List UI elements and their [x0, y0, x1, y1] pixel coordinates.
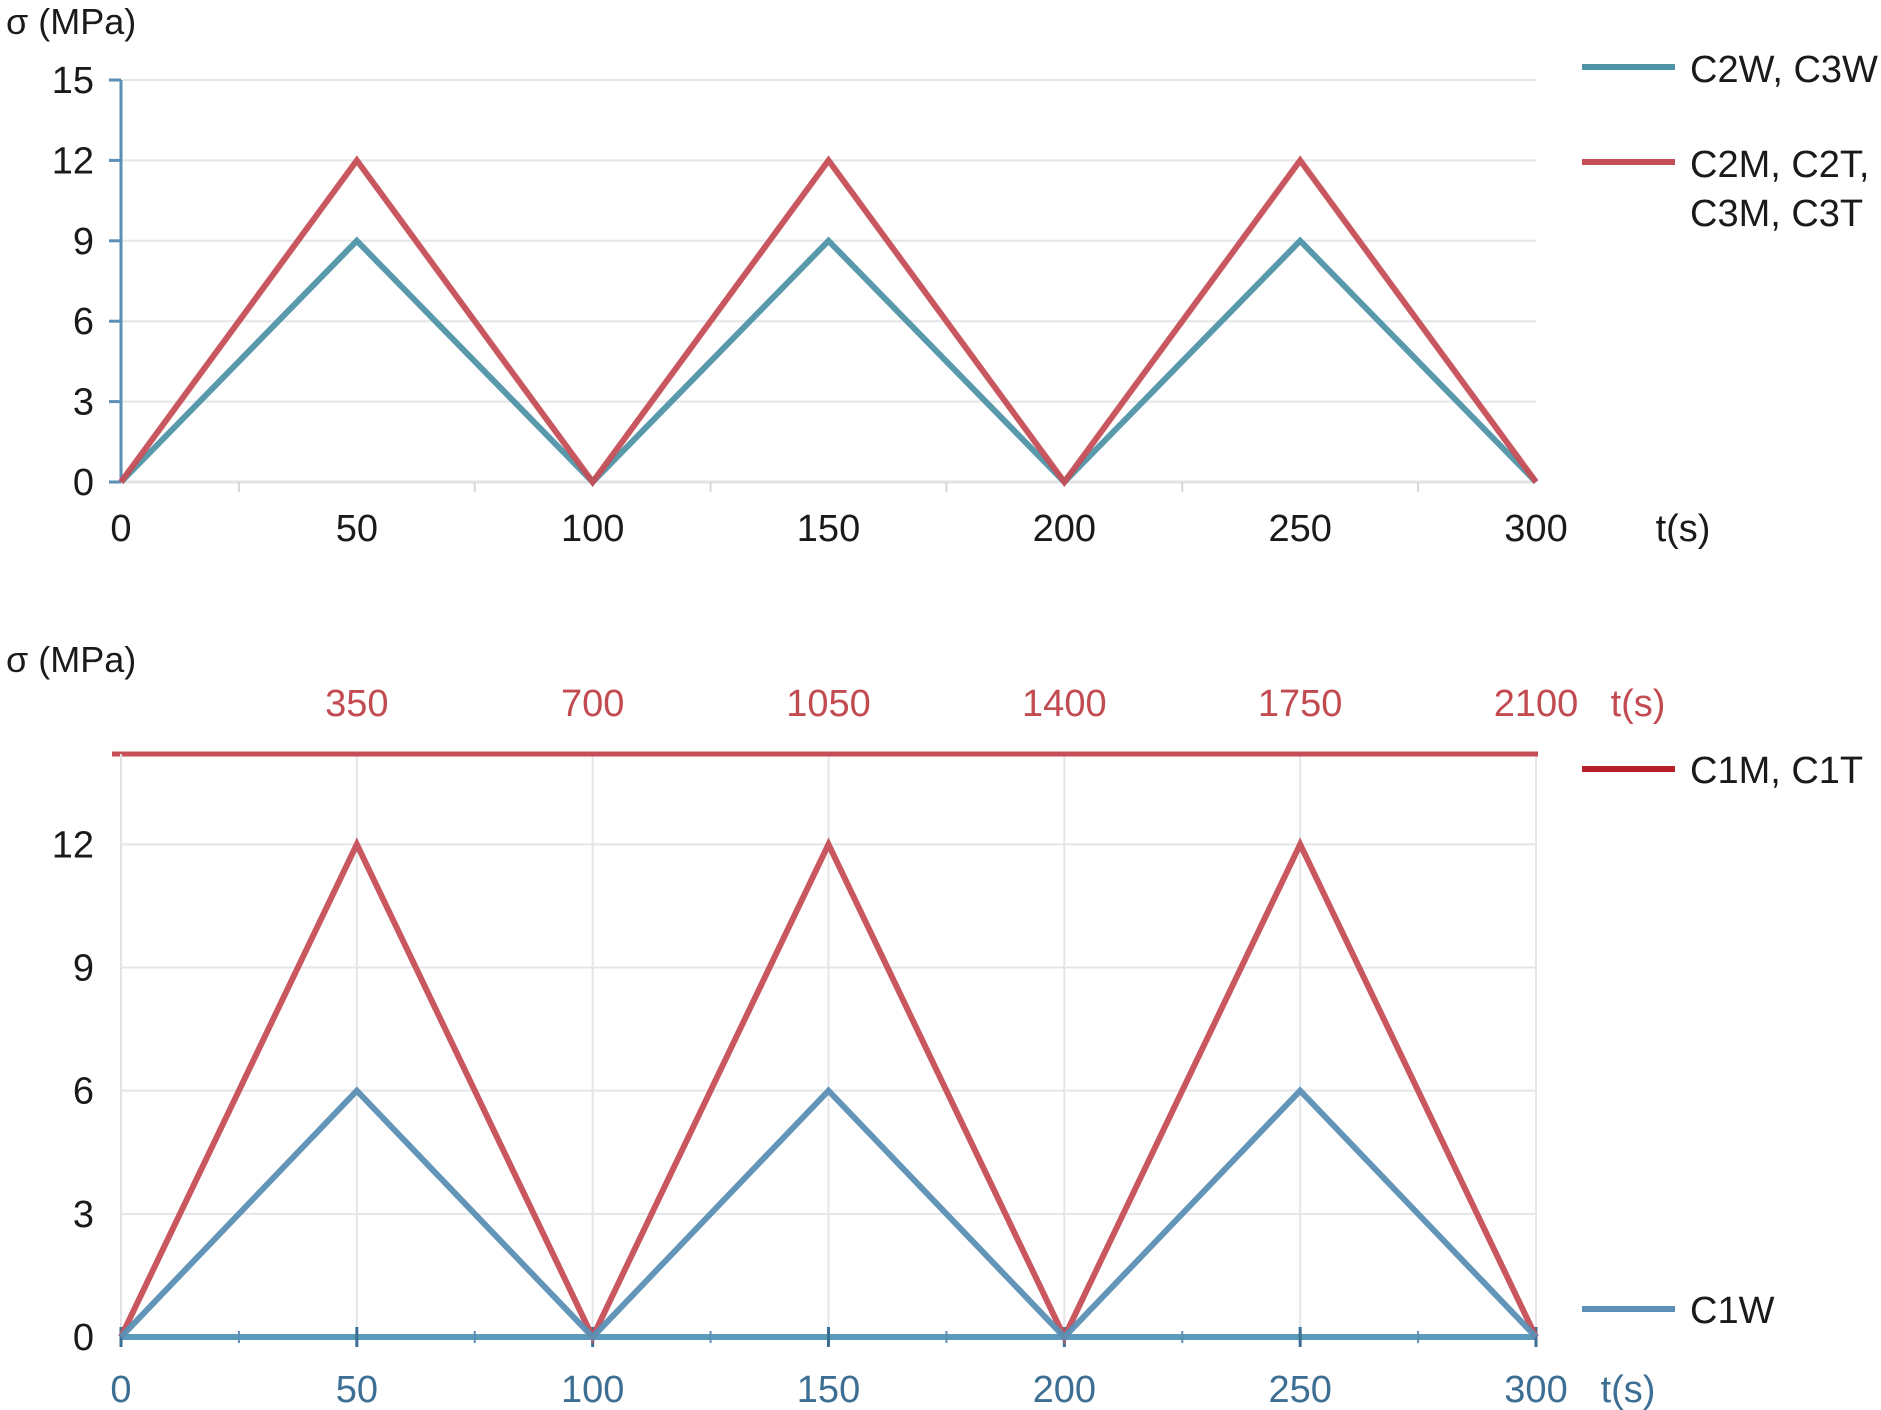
- tick-label-x-bottom-100: 100: [561, 1369, 624, 1410]
- tick-label-x-bottom-0: 0: [110, 1369, 131, 1410]
- tick-label-x-top-1050: 1050: [786, 683, 871, 725]
- tick-label-x-250: 250: [1268, 508, 1331, 550]
- tick-label-y-3: 3: [73, 382, 94, 424]
- chart-top-axes: [119, 80, 1536, 484]
- chart-bottom-ylabel: σ (MPa): [6, 639, 136, 680]
- legend-bottom: C1M, C1T C1W: [1582, 750, 1863, 1332]
- series-line-1: [118, 155, 1539, 488]
- chart-top-y-ticks: 0 3 6 9 12 15: [52, 60, 121, 504]
- chart-bottom-xlabel-bottom: t(s): [1601, 1369, 1656, 1410]
- chart-top-xlabel: t(s): [1656, 508, 1711, 550]
- tick-label-y-6: 6: [73, 301, 94, 343]
- chart-top: σ (MPa) 0 3 6 9 12 15 0 50 100 150 200 250 300 t(s)…: [6, 1, 1878, 550]
- tick-label-y-0: 0: [73, 462, 94, 504]
- tick-label-y-6: 6: [73, 1071, 94, 1113]
- tick-label-y-9: 9: [73, 221, 94, 263]
- tick-label-x-0: 0: [110, 508, 131, 550]
- tick-label-x-top-700: 700: [561, 683, 624, 725]
- tick-label-x-bottom-200: 200: [1033, 1369, 1096, 1410]
- chart-top-series: [118, 155, 1539, 488]
- tick-label-x-150: 150: [797, 508, 860, 550]
- tick-label-y-12: 12: [52, 824, 94, 866]
- tick-label-x-300: 300: [1504, 508, 1567, 550]
- chart-bottom-x-ticks-top: 350 700 1050 1400 1750 2100: [325, 683, 1578, 725]
- chart-top-gridlines: [121, 79, 1536, 483]
- chart-bottom-series: [118, 837, 1539, 1344]
- legend-label-c2w-c3w: C2W, C3W: [1690, 49, 1878, 91]
- tick-label-y-0: 0: [73, 1317, 94, 1359]
- legend-label-c1w: C1W: [1690, 1290, 1775, 1332]
- tick-label-y-9: 9: [73, 947, 94, 989]
- tick-label-x-100: 100: [561, 508, 624, 550]
- legend-label-c2m-line2: C3M, C3T: [1690, 193, 1863, 235]
- tick-label-x-top-1400: 1400: [1022, 683, 1107, 725]
- chart-bottom-axes: [112, 751, 1538, 1340]
- series-line-1: [118, 1086, 1539, 1342]
- tick-label-x-bottom-50: 50: [336, 1369, 378, 1410]
- chart-bottom-xlabel-top: t(s): [1611, 683, 1666, 725]
- tick-label-y-12: 12: [52, 140, 94, 182]
- chart-top-ylabel: σ (MPa): [6, 1, 136, 42]
- series-line-0: [118, 236, 1539, 487]
- chart-bottom-x-ticks-bottom: 0 50 100 150 200 250 300: [110, 1327, 1568, 1410]
- tick-label-x-top-350: 350: [325, 683, 388, 725]
- series-line-0: [118, 837, 1539, 1344]
- tick-label-y-3: 3: [73, 1194, 94, 1236]
- legend-label-c2m-line1: C2M, C2T,: [1690, 144, 1869, 186]
- legend-label-c1m-c1t: C1M, C1T: [1690, 750, 1863, 792]
- tick-label-x-top-1750: 1750: [1258, 683, 1343, 725]
- tick-label-x-bottom-300: 300: [1504, 1369, 1567, 1410]
- chart-bottom: σ (MPa) 0 3 6 9 12 0 50 100 150 200 250 300 350 700…: [6, 639, 1863, 1410]
- tick-label-x-bottom-150: 150: [797, 1369, 860, 1410]
- chart-top-x-ticks: 0 50 100 150 200 250 300: [110, 482, 1568, 550]
- legend-top: C2W, C3W C2M, C2T, C3M, C3T: [1582, 49, 1878, 235]
- tick-label-x-50: 50: [336, 508, 378, 550]
- tick-label-y-15: 15: [52, 60, 94, 102]
- tick-label-x-bottom-250: 250: [1268, 1369, 1331, 1410]
- tick-label-x-200: 200: [1033, 508, 1096, 550]
- tick-label-x-top-2100: 2100: [1494, 683, 1579, 725]
- chart-bottom-y-ticks: 0 3 6 9 12: [52, 824, 94, 1359]
